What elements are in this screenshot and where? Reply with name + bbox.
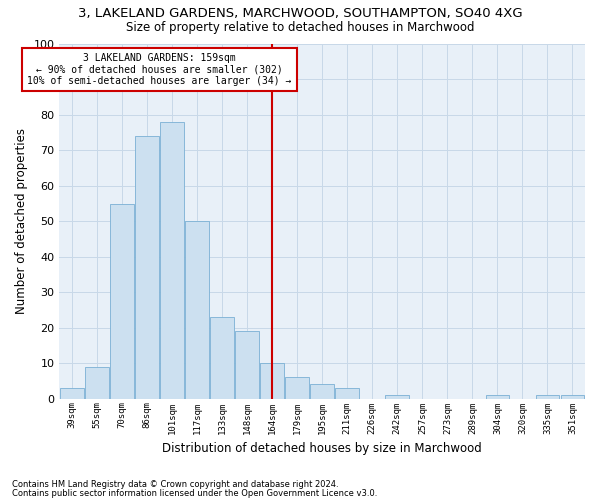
Bar <box>485 395 509 398</box>
Bar <box>310 384 334 398</box>
Bar <box>60 388 84 398</box>
Bar <box>385 395 409 398</box>
Text: Contains public sector information licensed under the Open Government Licence v3: Contains public sector information licen… <box>12 488 377 498</box>
Text: 3 LAKELAND GARDENS: 159sqm
← 90% of detached houses are smaller (302)
10% of sem: 3 LAKELAND GARDENS: 159sqm ← 90% of deta… <box>28 53 292 86</box>
Y-axis label: Number of detached properties: Number of detached properties <box>15 128 28 314</box>
Text: 3, LAKELAND GARDENS, MARCHWOOD, SOUTHAMPTON, SO40 4XG: 3, LAKELAND GARDENS, MARCHWOOD, SOUTHAMP… <box>77 8 523 20</box>
Bar <box>536 395 559 398</box>
Bar <box>135 136 159 398</box>
Bar <box>560 395 584 398</box>
Bar <box>85 366 109 398</box>
Bar <box>185 222 209 398</box>
X-axis label: Distribution of detached houses by size in Marchwood: Distribution of detached houses by size … <box>163 442 482 455</box>
Text: Size of property relative to detached houses in Marchwood: Size of property relative to detached ho… <box>126 21 474 34</box>
Bar <box>335 388 359 398</box>
Bar <box>110 204 134 398</box>
Bar <box>210 317 234 398</box>
Bar <box>285 378 309 398</box>
Bar <box>235 332 259 398</box>
Bar <box>160 122 184 398</box>
Text: Contains HM Land Registry data © Crown copyright and database right 2024.: Contains HM Land Registry data © Crown c… <box>12 480 338 489</box>
Bar <box>260 363 284 398</box>
